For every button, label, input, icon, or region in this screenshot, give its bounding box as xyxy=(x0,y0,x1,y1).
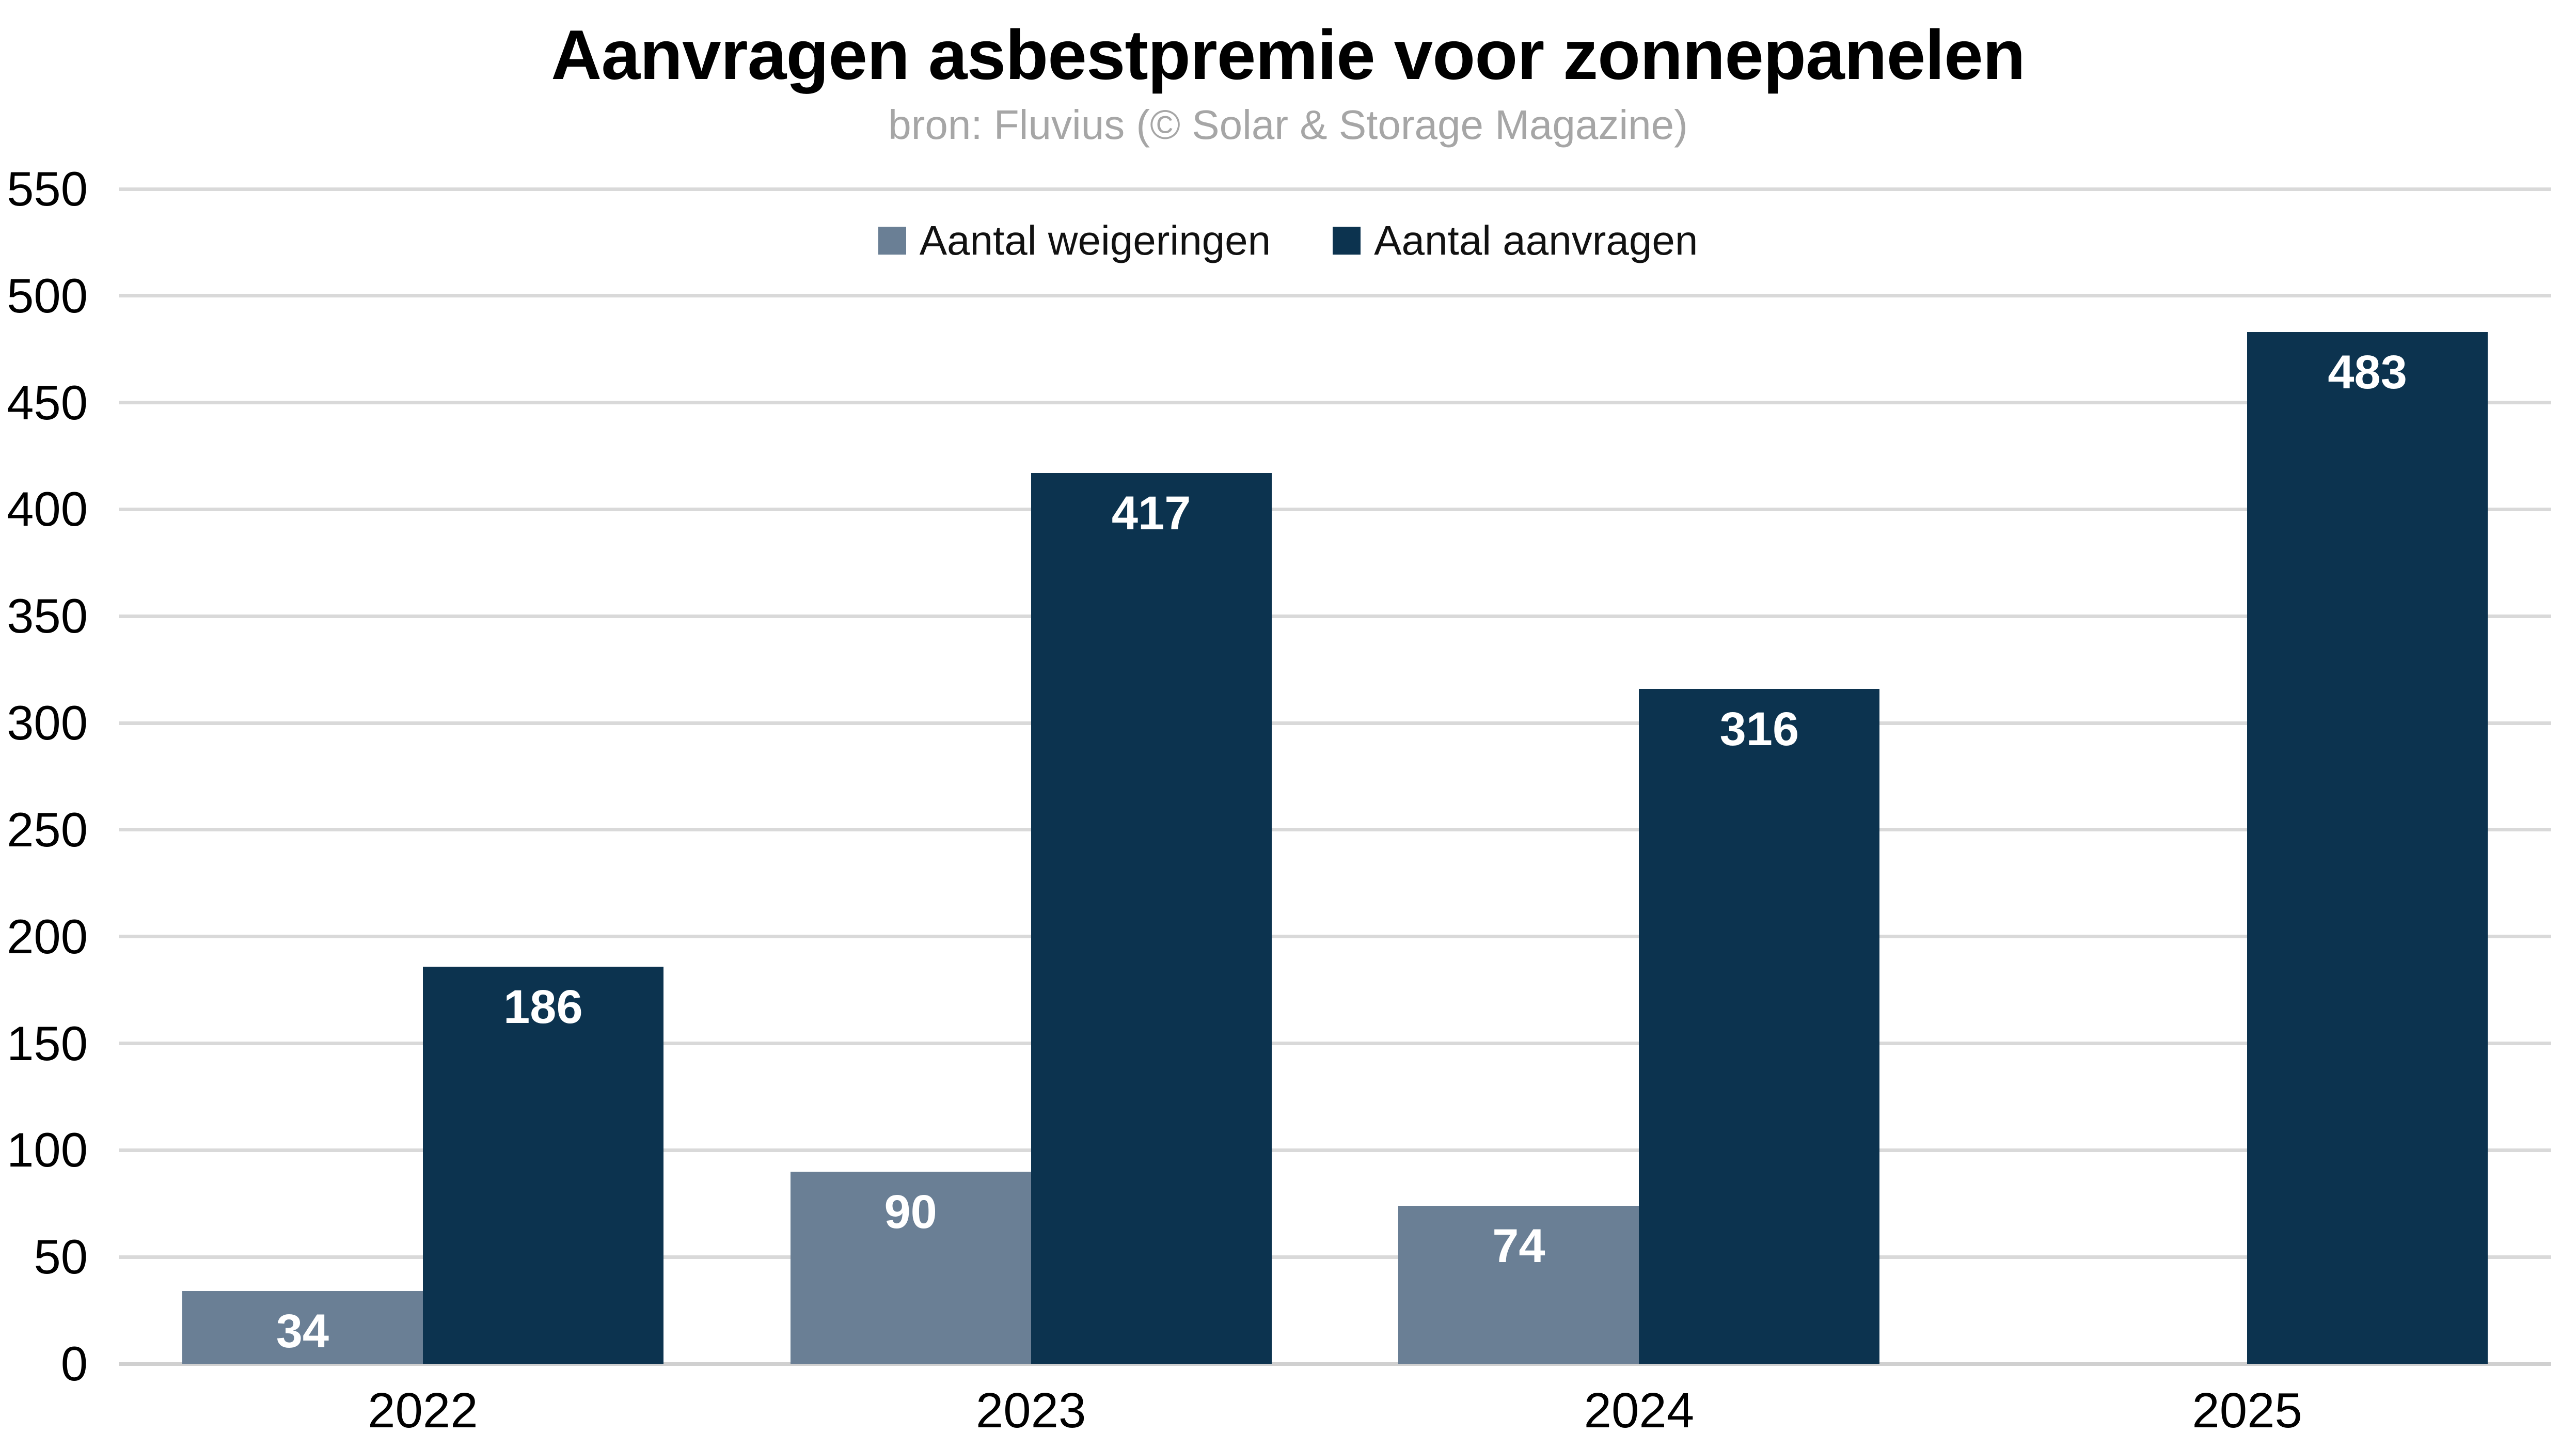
bar-value-2025-aanvragen: 483 xyxy=(2328,346,2407,399)
bar-2022-weigeringen xyxy=(182,1291,423,1364)
gridline-350 xyxy=(119,614,2551,618)
y-tick-350: 350 xyxy=(7,589,88,643)
bar-2023-aanvragen xyxy=(1031,473,1272,1364)
x-tick-2024: 2024 xyxy=(1584,1383,1695,1438)
gridline-150 xyxy=(119,1042,2551,1046)
x-tick-2025: 2025 xyxy=(2192,1383,2302,1438)
legend-swatch-weigeringen xyxy=(878,227,906,255)
legend-swatch-aanvragen xyxy=(1333,227,1361,255)
bar-value-2023-aanvragen: 417 xyxy=(1111,487,1191,540)
gridline-450 xyxy=(119,401,2551,405)
bar-value-2023-weigeringen: 90 xyxy=(884,1185,937,1238)
y-tick-100: 100 xyxy=(7,1123,88,1177)
gridline-550 xyxy=(119,187,2551,191)
y-tick-500: 500 xyxy=(7,268,88,323)
bar-value-2024-weigeringen: 74 xyxy=(1492,1219,1545,1272)
chart-subtitle: bron: Fluvius (© Solar & Storage Magazin… xyxy=(888,102,1688,148)
bar-2023-weigeringen xyxy=(790,1171,1031,1364)
gridline-50 xyxy=(119,1255,2551,1259)
x-tick-2023: 2023 xyxy=(975,1383,1086,1438)
gridline-400 xyxy=(119,507,2551,511)
bar-2024-aanvragen xyxy=(1639,688,1880,1364)
chart-title: Aanvragen asbestpremie voor zonnepanelen xyxy=(551,15,2026,94)
legend-label-weigeringen: Aantal weigeringen xyxy=(919,217,1271,263)
bar-value-2024-aanvragen: 316 xyxy=(1719,702,1799,755)
gridline-250 xyxy=(119,828,2551,832)
y-tick-0: 0 xyxy=(60,1336,88,1391)
y-tick-450: 450 xyxy=(7,375,88,430)
gridline-200 xyxy=(119,935,2551,939)
y-tick-150: 150 xyxy=(7,1016,88,1070)
bar-2024-weigeringen xyxy=(1398,1205,1639,1364)
bar-value-2022-aanvragen: 186 xyxy=(503,980,583,1033)
x-tick-2022: 2022 xyxy=(368,1383,478,1438)
y-tick-550: 550 xyxy=(7,162,88,216)
gridline-300 xyxy=(119,721,2551,725)
y-tick-50: 50 xyxy=(34,1230,88,1284)
legend: Aantal weigeringen Aantal aanvragen xyxy=(0,217,2576,264)
bar-2022-aanvragen xyxy=(422,966,663,1364)
gridline-0 xyxy=(119,1362,2551,1366)
bar-value-2022-weigeringen: 34 xyxy=(276,1305,329,1358)
y-tick-200: 200 xyxy=(7,909,88,964)
gridline-500 xyxy=(119,294,2551,298)
legend-label-aanvragen: Aantal aanvragen xyxy=(1374,217,1698,263)
bar-2025-aanvragen xyxy=(2247,332,2488,1364)
y-tick-300: 300 xyxy=(7,696,88,750)
legend-item-weigeringen: Aantal weigeringen xyxy=(878,217,1271,264)
y-tick-400: 400 xyxy=(7,482,88,537)
gridline-100 xyxy=(119,1148,2551,1152)
y-tick-250: 250 xyxy=(7,802,88,857)
legend-item-aanvragen: Aantal aanvragen xyxy=(1333,217,1698,264)
